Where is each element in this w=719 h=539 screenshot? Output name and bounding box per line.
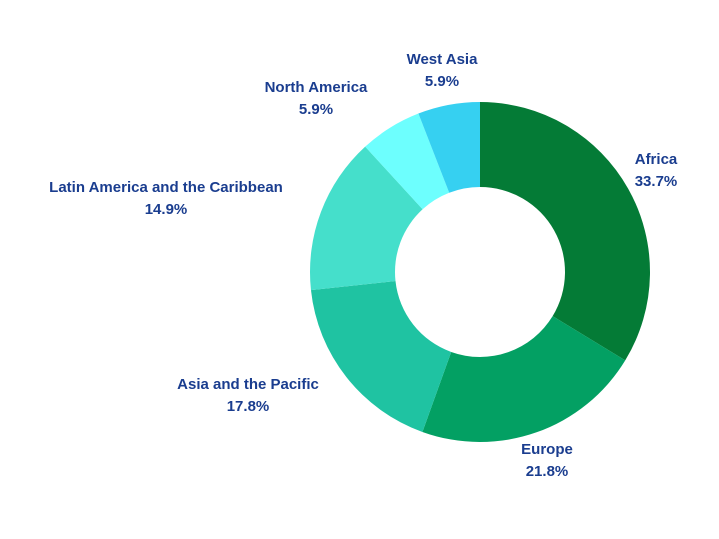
slice-label-value: 5.9%	[299, 101, 333, 118]
slice-label-west-asia: West Asia 5.9%	[407, 51, 479, 90]
slice-north-america	[365, 113, 450, 210]
slice-label-europe: Europe 21.8%	[521, 441, 573, 480]
slice-label-north-america: North America 5.9%	[265, 79, 368, 118]
labels-layer: Africa 33.7% Europe 21.8% Asia and the Pacif…	[49, 51, 678, 480]
slice-label-name: North America	[265, 79, 368, 96]
slice-label-name: Europe	[521, 441, 573, 458]
slice-label-africa: Africa 33.7%	[635, 151, 678, 190]
slice-label-name: Asia and the Pacific	[177, 376, 319, 393]
slice-label-name: Latin America and the Caribbean	[49, 179, 283, 196]
slice-label-value: 17.8%	[227, 398, 270, 415]
slice-latin-america-and-the-caribbean	[310, 146, 423, 291]
slice-label-name: Africa	[635, 151, 678, 168]
slices-layer	[310, 102, 650, 442]
slice-label-name: West Asia	[407, 51, 479, 68]
slice-label-latin-america-and-the-caribbean: Latin America and the Caribbean 14.9%	[49, 179, 283, 218]
slice-europe	[422, 316, 626, 442]
slice-africa	[480, 102, 650, 361]
slice-label-value: 14.9%	[145, 201, 188, 218]
slice-label-value: 5.9%	[425, 73, 459, 90]
slice-asia-and-the-pacific	[310, 281, 452, 432]
slice-west-asia	[418, 102, 480, 193]
slice-label-value: 33.7%	[635, 173, 678, 190]
slice-label-value: 21.8%	[526, 463, 569, 480]
slice-label-asia-and-the-pacific: Asia and the Pacific 17.8%	[177, 376, 319, 415]
